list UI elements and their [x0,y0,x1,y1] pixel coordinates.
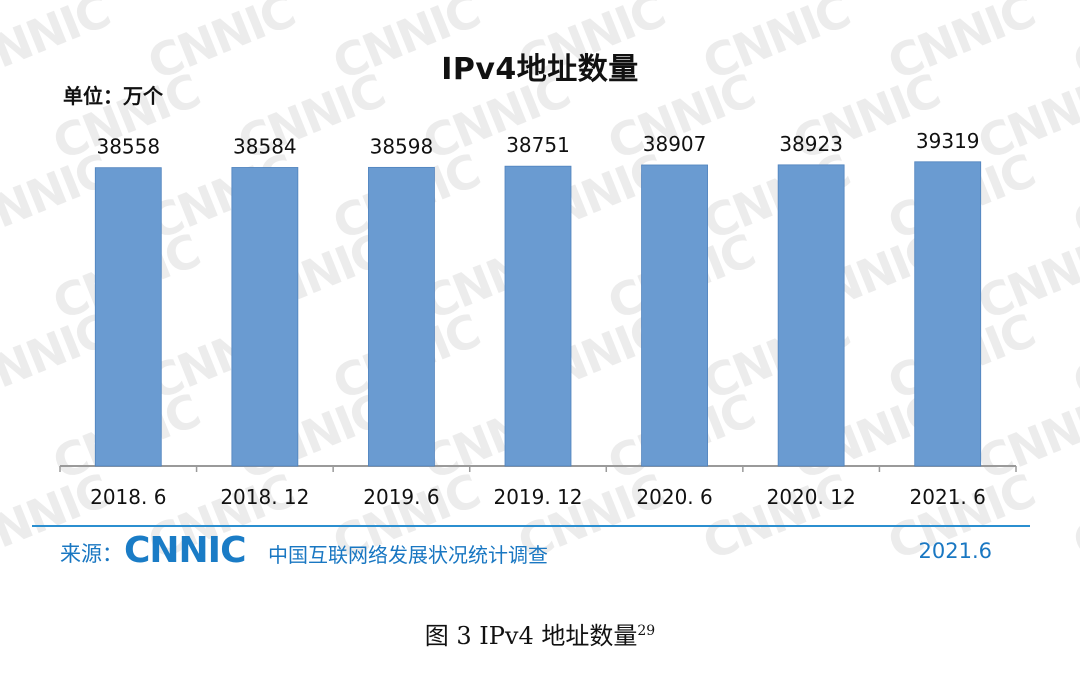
category-label: 2018. 6 [90,485,166,509]
bar [368,166,435,467]
cnnic-logo: CNNIC [124,530,246,571]
bars [94,161,982,467]
category-label: 2020. 12 [767,485,856,509]
chart-title: IPv4地址数量 [441,52,639,87]
value-label: 38751 [506,133,570,157]
bar [504,165,572,467]
category-labels: 2018. 6 2018. 12 2019. 6 2019. 12 2020. 6 202… [90,485,986,509]
category-label: 2019. 12 [493,485,582,509]
source-row: 来源： CNNIC 中国互联网络发展状况统计调查 2021.6 [60,530,1020,572]
category-label: 2021. 6 [910,485,986,509]
category-label: 2020. 6 [636,485,712,509]
category-label: 2019. 6 [363,485,439,509]
caption-text: 图 3 IPv4 地址数量 [424,622,638,650]
value-label: 38558 [96,135,160,159]
unit-label: 单位：万个 [63,84,163,108]
bar [914,161,982,467]
value-labels: 38558 38584 38598 38751 38907 38923 39319 [96,129,979,159]
bar [231,167,299,467]
value-label: 38598 [370,134,434,158]
source-divider [32,525,1030,527]
category-label: 2018. 12 [220,485,309,509]
source-organization: 中国互联网络发展状况统计调查 [268,543,548,567]
x-axis-ticks [59,466,1017,472]
source-date: 2021.6 [918,539,992,563]
value-label: 38907 [643,132,707,156]
source-prefix: 来源： [60,542,123,566]
bar-chart: 38558 38584 38598 38751 38907 38923 39319 2018… [59,129,1017,509]
bar [94,167,162,467]
bar [777,164,845,467]
value-label: 39319 [916,129,980,153]
caption-footnote: 29 [637,623,656,639]
value-label: 38584 [233,134,297,158]
bar [641,164,708,467]
value-label: 38923 [779,132,843,156]
figure-caption: 图 3 IPv4 地址数量29 [0,616,1080,651]
